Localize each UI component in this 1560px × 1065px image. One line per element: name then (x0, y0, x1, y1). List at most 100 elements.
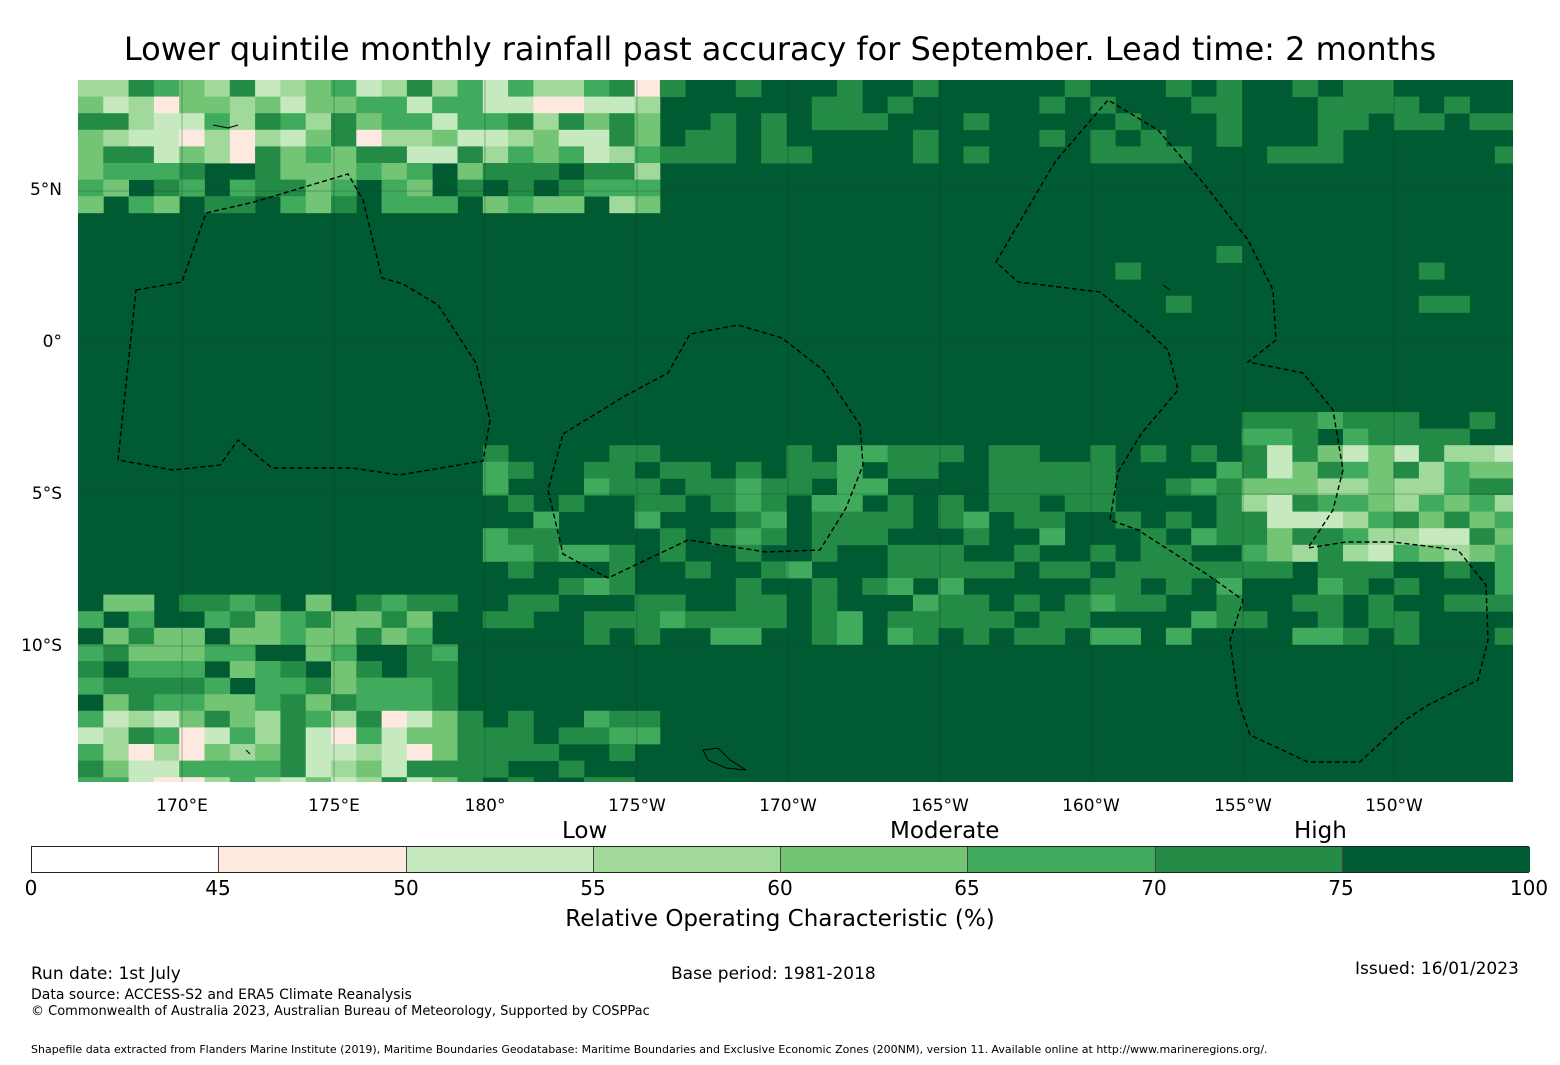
grid-cell (533, 113, 560, 131)
grid-cell (78, 113, 104, 131)
grid-cell (128, 80, 155, 97)
grid-cell (381, 744, 408, 761)
grid-cell (179, 644, 205, 662)
grid-cell (938, 594, 964, 612)
grid-cell (710, 478, 737, 496)
grid-cell (153, 777, 180, 782)
grid-cell (432, 677, 458, 695)
grid-cell (1418, 495, 1445, 512)
grid-cell (837, 528, 863, 546)
grid-cell (103, 146, 129, 164)
grid-cell (78, 611, 104, 629)
grid-cell (305, 727, 332, 745)
grid-cell (1418, 113, 1445, 131)
grid-cell (1393, 428, 1420, 446)
grid-cell (1064, 594, 1091, 612)
grid-cell (1494, 113, 1513, 131)
grid-cell (988, 561, 1015, 579)
grid-cell (356, 744, 382, 761)
grid-cell (912, 146, 939, 164)
grid-cell (558, 129, 585, 147)
grid-cell (508, 594, 534, 612)
grid-cell (609, 196, 635, 214)
grid-cell (229, 694, 256, 712)
grid-cell (331, 179, 357, 197)
grid-cell (533, 528, 560, 546)
grid-cell (255, 694, 281, 712)
grid-cell (1241, 495, 1268, 512)
grid-cell (1469, 495, 1496, 512)
grid-cell (331, 129, 357, 147)
grid-cell (103, 627, 129, 645)
grid-cell (609, 80, 635, 97)
lat-label-0: 0° (42, 332, 62, 352)
grid-cell (1165, 627, 1192, 645)
grid-cell (482, 461, 509, 479)
grid-cell (204, 80, 231, 97)
grid-cell (761, 495, 787, 512)
grid-cell (761, 113, 787, 131)
grid-cell (406, 627, 433, 645)
grid-cell (508, 777, 534, 782)
grid-cell (710, 146, 737, 164)
lon-label-150w: 150°W (1365, 796, 1423, 816)
grid-cell (305, 146, 332, 164)
grid-cell (558, 179, 585, 197)
grid-cell (609, 777, 635, 782)
grid-cell (1317, 561, 1344, 579)
grid-cell (1165, 80, 1192, 97)
grid-cell (128, 694, 155, 712)
grid-cell (229, 113, 256, 131)
grid-cell (1292, 495, 1319, 512)
grid-cell (1165, 478, 1192, 496)
grid-cell (255, 710, 281, 728)
grid-cell (406, 179, 433, 197)
grid-cell (634, 113, 661, 131)
grid-cell (811, 511, 838, 529)
grid-cell (1317, 478, 1344, 496)
grid-cell (482, 744, 509, 761)
grid-cell (153, 146, 180, 164)
grid-cell (255, 627, 281, 645)
grid-cell (280, 710, 307, 728)
grid-cell (1090, 495, 1116, 512)
grid-cell (837, 511, 863, 529)
grid-cell (1292, 594, 1319, 612)
grid-cell (533, 163, 560, 180)
grid-cell (735, 478, 762, 496)
grid-cell (609, 727, 635, 745)
grid-cell (1393, 627, 1420, 645)
grid-cell (255, 113, 281, 131)
grid-cell (153, 661, 180, 678)
grid-cell (1090, 544, 1116, 562)
grid-cell (584, 478, 610, 496)
grid-cell (988, 611, 1015, 629)
grid-cell (912, 461, 939, 479)
grid-cell (1090, 478, 1116, 496)
grid-cell (1216, 80, 1243, 97)
grid-cell (356, 694, 382, 712)
grid-cell (1368, 412, 1394, 429)
grid-cell (609, 163, 635, 180)
grid-cell (78, 760, 104, 778)
grid-cell (887, 627, 914, 645)
grid-cell (1368, 478, 1394, 496)
grid-cell (153, 196, 180, 214)
grid-cell (305, 196, 332, 214)
grid-cell (634, 611, 661, 629)
grid-cell (1393, 495, 1420, 512)
grid-cell (1469, 461, 1496, 479)
grid-cell (381, 694, 408, 712)
grid-cell (356, 677, 382, 695)
eez-tokelau-kiribati-west (117, 173, 491, 476)
grid-cell (305, 594, 332, 612)
grid-cell (508, 461, 534, 479)
copyright: © Commonwealth of Australia 2023, Austra… (31, 1004, 650, 1019)
grid-cell (508, 96, 534, 114)
grid-cell (710, 113, 737, 131)
grid-cell (609, 445, 635, 463)
map-title: Lower quintile monthly rainfall past acc… (123, 30, 1437, 68)
grid-cell (179, 179, 205, 197)
grid-cell (103, 777, 129, 782)
grid-cell (1165, 561, 1192, 579)
